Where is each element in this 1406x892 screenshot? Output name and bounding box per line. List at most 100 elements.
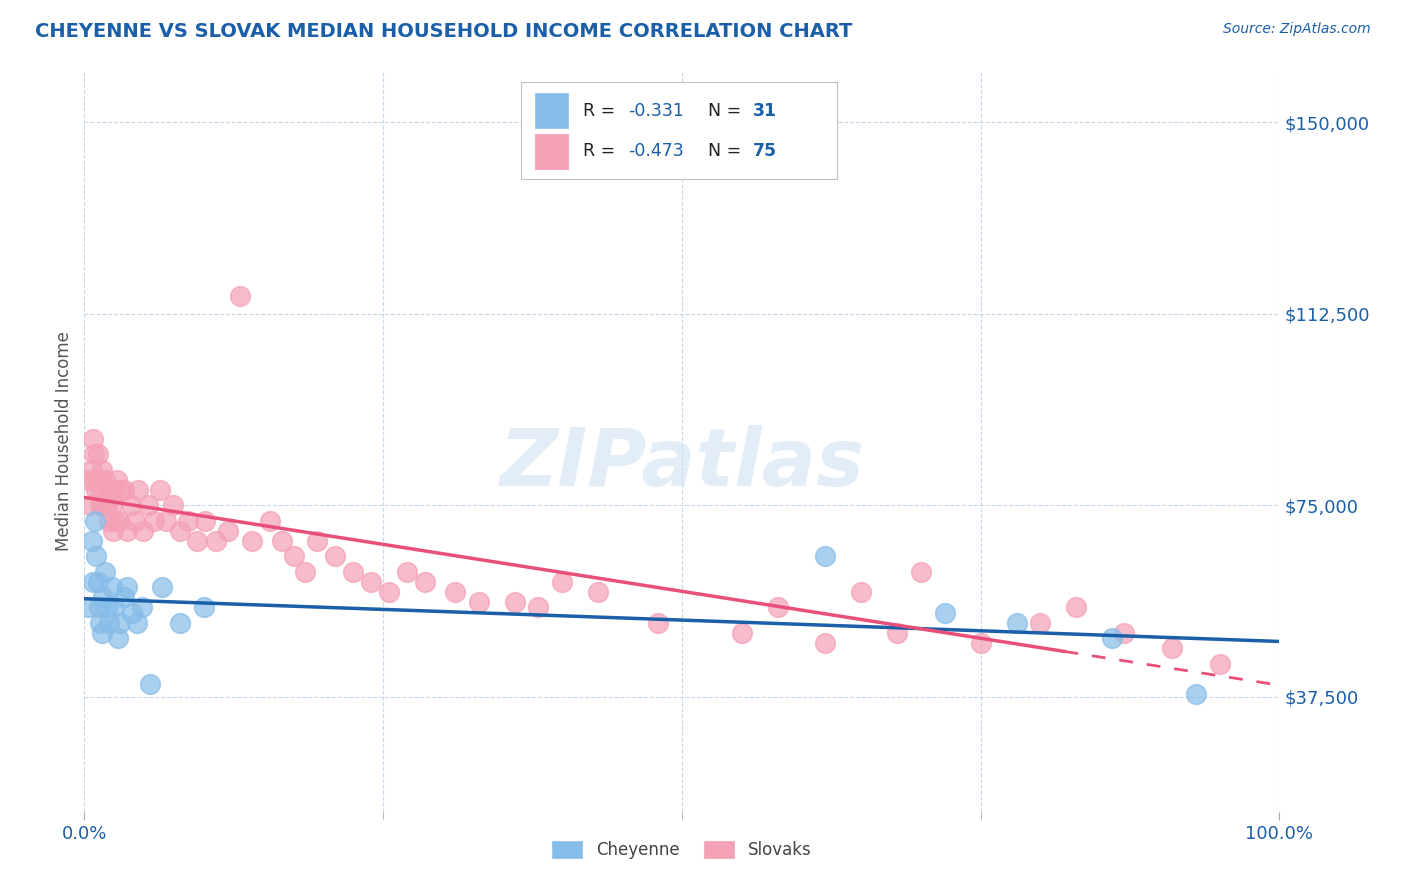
Point [124, 514, 146, 528]
Point [93, 565, 115, 579]
Point [1185, 687, 1208, 701]
Point [94, 499, 117, 513]
Point [136, 499, 159, 513]
Point [91, 462, 114, 476]
Point [396, 565, 419, 579]
Point [294, 565, 316, 579]
Text: R =: R = [582, 143, 620, 161]
Point [127, 483, 149, 497]
Point [169, 524, 191, 538]
Point [117, 524, 139, 538]
Point [87, 600, 110, 615]
Point [87, 473, 110, 487]
Point [103, 483, 125, 497]
Legend: Cheyenne, Slovaks: Cheyenne, Slovaks [553, 841, 811, 859]
Point [283, 549, 305, 564]
FancyBboxPatch shape [520, 82, 838, 178]
Point [910, 565, 932, 579]
FancyBboxPatch shape [534, 134, 568, 169]
Point [103, 600, 125, 615]
Point [120, 499, 142, 513]
Point [86, 483, 108, 497]
Point [444, 585, 467, 599]
Point [1114, 626, 1136, 640]
Point [378, 585, 401, 599]
Point [83, 447, 105, 461]
Point [177, 514, 200, 528]
Point [101, 524, 124, 538]
Point [169, 615, 191, 630]
Point [132, 524, 155, 538]
Point [162, 499, 184, 513]
Point [89, 615, 111, 630]
Point [84, 514, 107, 528]
Point [205, 534, 228, 549]
Point [551, 574, 574, 589]
Y-axis label: Median Household Income: Median Household Income [55, 332, 73, 551]
Point [217, 524, 239, 538]
Point [104, 514, 127, 528]
Point [970, 636, 993, 650]
Point [149, 483, 172, 497]
Point [93, 473, 115, 487]
Point [1029, 615, 1052, 630]
Point [851, 585, 873, 599]
Point [77, 473, 100, 487]
Point [270, 534, 292, 549]
Text: -0.331: -0.331 [628, 102, 683, 120]
Point [259, 514, 281, 528]
Text: -0.473: -0.473 [628, 143, 683, 161]
Text: N =: N = [709, 143, 747, 161]
Point [766, 600, 789, 615]
Point [117, 580, 139, 594]
Point [121, 606, 143, 620]
Point [1101, 631, 1123, 645]
Point [229, 289, 252, 303]
Point [125, 615, 148, 630]
Point [503, 595, 526, 609]
Point [91, 626, 114, 640]
Point [1209, 657, 1232, 671]
Point [108, 514, 131, 528]
Point [112, 591, 135, 605]
Point [82, 574, 104, 589]
Point [934, 606, 956, 620]
Text: 75: 75 [752, 143, 776, 161]
Point [588, 585, 610, 599]
Point [527, 600, 550, 615]
Point [86, 447, 108, 461]
Point [886, 626, 908, 640]
Point [325, 549, 347, 564]
Point [98, 514, 121, 528]
Point [89, 499, 111, 513]
Point [77, 600, 100, 615]
Point [80, 462, 103, 476]
Point [1066, 600, 1088, 615]
Point [100, 483, 122, 497]
Point [139, 677, 162, 691]
Text: Source: ZipAtlas.com: Source: ZipAtlas.com [1223, 22, 1371, 37]
Text: CHEYENNE VS SLOVAK MEDIAN HOUSEHOLD INCOME CORRELATION CHART: CHEYENNE VS SLOVAK MEDIAN HOUSEHOLD INCO… [35, 22, 852, 41]
Point [240, 534, 263, 549]
Text: 31: 31 [752, 102, 776, 120]
Point [101, 499, 124, 513]
Point [101, 580, 124, 594]
Point [1161, 641, 1184, 656]
Point [142, 514, 165, 528]
Point [96, 499, 118, 513]
Point [112, 483, 135, 497]
Point [731, 626, 754, 640]
Point [84, 473, 107, 487]
Point [93, 591, 115, 605]
Point [110, 483, 132, 497]
Text: ZIPatlas: ZIPatlas [499, 425, 865, 503]
Point [110, 615, 132, 630]
Point [468, 595, 491, 609]
Point [93, 499, 115, 513]
Point [79, 499, 101, 513]
Text: R =: R = [582, 102, 620, 120]
Point [96, 600, 118, 615]
Point [131, 600, 153, 615]
Point [82, 432, 104, 446]
Point [107, 631, 129, 645]
